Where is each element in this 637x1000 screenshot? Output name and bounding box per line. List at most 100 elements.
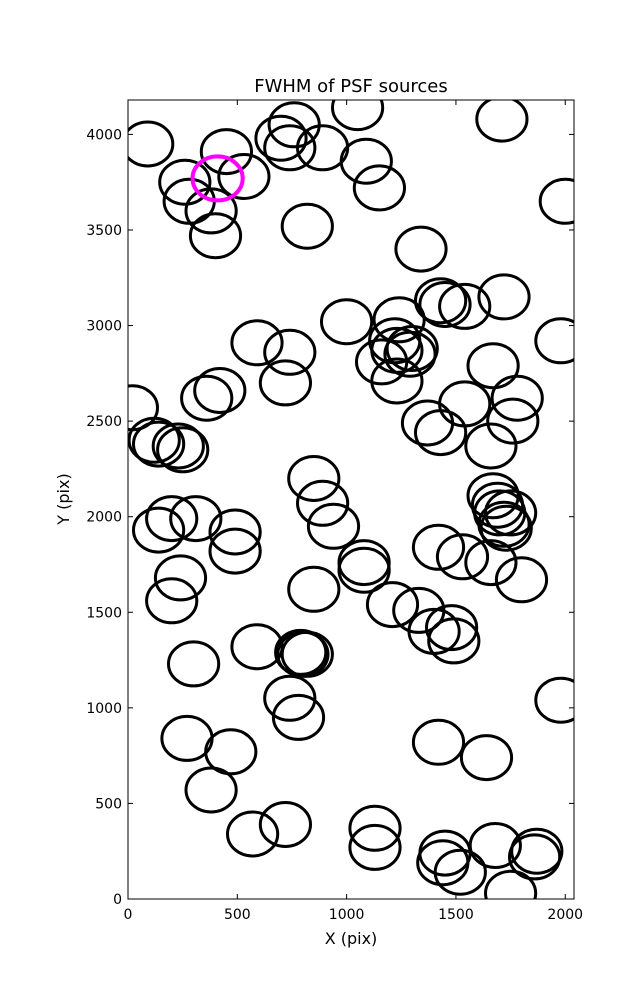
data-points [128,100,574,899]
source-marker [438,380,492,428]
source-marker [145,495,199,543]
source-marker [208,508,262,556]
source-marker [466,342,520,390]
source-marker [263,328,317,376]
source-marker [339,137,393,185]
source-marker [479,504,533,552]
source-marker [320,298,374,346]
source-marker [132,506,186,554]
source-marker [438,282,492,330]
source-marker [418,281,472,328]
source-marker [156,426,210,474]
source-marker [199,128,253,176]
source-marker [414,277,468,325]
y-tick-label: 2500 [86,414,122,430]
source-marker [128,416,181,464]
source-marker [280,630,334,678]
source-marker [484,489,538,537]
source-marker [287,455,341,502]
source-marker [263,124,317,172]
source-marker [153,554,208,602]
source-marker [348,823,402,871]
y-tick-label: 1500 [86,605,122,621]
y-tick-label: 3000 [86,319,122,335]
source-marker [217,153,271,200]
source-marker [158,158,212,206]
source-marker [464,539,518,587]
source-marker [490,374,544,422]
source-marker [184,187,238,235]
source-marker [507,833,562,881]
y-tick-label: 4000 [86,127,122,143]
source-marker [484,869,538,899]
y-tick-label: 2000 [86,510,122,526]
source-marker [263,674,317,722]
source-marker [169,495,223,543]
source-marker [534,317,574,365]
source-marker [151,422,205,470]
x-axis-label: X (pix) [325,929,378,948]
source-marker [427,617,481,665]
source-marker [464,422,518,470]
source-marker [433,848,487,896]
source-marker [475,100,529,143]
source-marker [258,359,312,407]
source-marker [145,577,199,625]
source-marker [372,296,426,344]
source-marker [385,325,439,372]
x-tick-label: 2000 [547,907,583,923]
plot-area-frame [127,99,575,900]
x-axis-ticks: 0 500 1000 1500 2000 [124,100,583,923]
source-marker [271,693,326,741]
source-marker [468,822,522,869]
source-marker [128,120,175,168]
source-marker [477,273,531,321]
source-marker [494,556,549,604]
x-tick-label: 500 [224,907,251,923]
source-marker [538,177,574,225]
source-marker [394,225,448,273]
source-marker [466,472,520,520]
y-tick-label: 1000 [86,701,122,717]
source-marker [184,766,238,814]
source-marker [534,676,574,724]
source-marker [226,810,280,858]
x-tick-label: 1000 [329,907,365,923]
y-axis-ticks: 0 500 1000 1500 2000 2500 3000 3500 4000 [86,127,574,908]
source-marker [486,397,540,445]
source-marker [331,100,385,132]
source-marker [365,581,420,629]
source-marker [193,367,247,414]
source-marker [132,420,186,468]
source-marker [477,500,531,548]
source-marker [254,114,308,162]
y-tick-label: 3500 [86,223,122,239]
source-marker [287,565,341,613]
source-marker [352,164,406,212]
source-marker [208,527,262,575]
source-marker [280,202,334,250]
source-marker [370,357,424,405]
source-marker [188,212,243,260]
source-marker [348,804,402,852]
source-marker [258,801,312,848]
source-marker [425,604,479,652]
highlighted-source-marker [190,154,245,203]
source-marker [411,718,466,766]
source-marker [416,839,470,887]
source-marker [167,640,221,688]
source-marker [459,734,514,782]
source-marker [435,533,490,581]
chart-title: FWHM of PSF sources [254,76,448,97]
y-tick-label: 0 [113,892,122,908]
y-axis-label: Y (pix) [54,473,73,525]
source-marker [306,502,361,550]
source-marker [204,728,258,776]
x-tick-label: 0 [124,907,133,923]
source-marker [230,319,284,367]
y-tick-label: 500 [95,796,122,812]
source-marker [180,374,234,422]
x-tick-label: 1500 [438,907,474,923]
source-marker [411,523,466,571]
